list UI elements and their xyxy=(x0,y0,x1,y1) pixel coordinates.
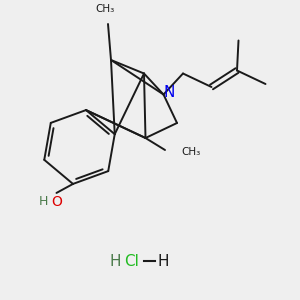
Text: H: H xyxy=(158,254,169,268)
Text: H: H xyxy=(110,254,121,268)
Text: Cl: Cl xyxy=(124,254,140,268)
Text: CH₃: CH₃ xyxy=(95,4,115,14)
Text: N: N xyxy=(163,85,175,100)
Text: H: H xyxy=(39,195,49,208)
Text: O: O xyxy=(52,195,62,209)
Text: CH₃: CH₃ xyxy=(182,147,201,158)
